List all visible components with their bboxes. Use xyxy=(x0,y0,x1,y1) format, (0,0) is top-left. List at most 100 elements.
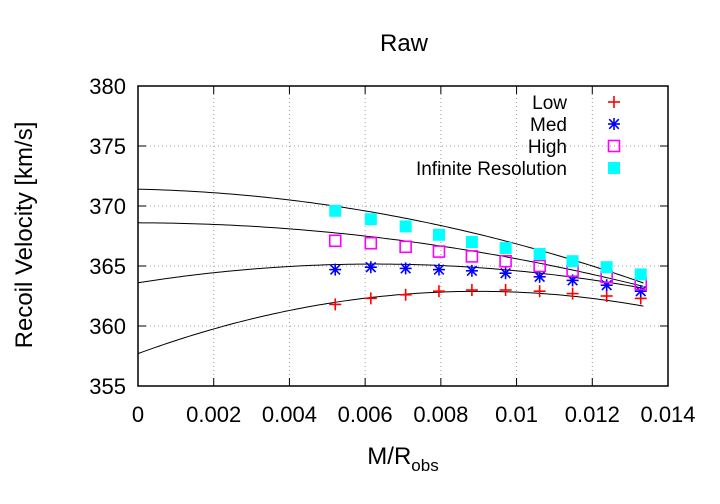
x-axis-title-main: M/R xyxy=(367,443,411,470)
data-point-high xyxy=(328,234,342,248)
data-point-med xyxy=(634,285,647,298)
fit-curve-med xyxy=(137,263,644,289)
data-point-med xyxy=(364,261,377,274)
data-point-med xyxy=(432,263,445,276)
grid xyxy=(138,86,668,386)
data-point-med-d2 xyxy=(400,263,412,274)
data-point-med-d2 xyxy=(466,265,478,277)
legend-marker-high-box xyxy=(607,139,621,153)
x-tick-label: 0.012 xyxy=(565,402,620,427)
data-point-infinite-resolution xyxy=(364,213,377,226)
data-point-low xyxy=(533,285,546,298)
data-point-infinite-resolution xyxy=(499,242,512,254)
data-point-high-box xyxy=(364,236,378,250)
data-point-med-d2 xyxy=(567,275,578,286)
data-point-high xyxy=(399,240,412,254)
data-point-high-box xyxy=(399,240,412,254)
data-point-high xyxy=(533,259,546,273)
x-axis-title: M/Robs xyxy=(367,443,438,475)
data-point-low xyxy=(399,288,412,301)
fit-curve-infinite-resolution xyxy=(137,188,644,284)
tick-labels: 0 0.002 0.004 0.006 0.008 0.01 0.012 0.014 355 36… xyxy=(89,74,695,427)
data-point-med xyxy=(329,263,342,276)
legend-marker-low xyxy=(608,96,620,108)
data-point-infinite-resolution-box xyxy=(533,248,546,260)
data-point-low xyxy=(465,284,478,296)
legend-marker-infinite-resolution xyxy=(608,162,620,174)
data-point-high-box xyxy=(499,254,512,268)
data-point-med-d2 xyxy=(433,264,445,275)
data-point-low xyxy=(499,284,512,296)
data-point-med xyxy=(566,274,579,287)
data-point-med xyxy=(499,267,512,280)
data-point-low xyxy=(566,287,579,300)
data-point-med xyxy=(399,262,412,275)
y-tick-label: 370 xyxy=(89,194,126,219)
y-tick-label: 375 xyxy=(89,134,126,159)
x-tick-label: 0.006 xyxy=(338,402,393,427)
fit-curves xyxy=(137,188,644,355)
data-point-med xyxy=(600,279,613,292)
data-point-infinite-resolution xyxy=(533,248,546,260)
data-point-infinite-resolution xyxy=(329,204,342,217)
data-point-infinite-resolution-box xyxy=(364,213,377,226)
legend-marker-infinite-resolution-box xyxy=(608,162,620,174)
data-point-low xyxy=(364,292,377,305)
ticks xyxy=(137,85,669,387)
data-point-infinite-resolution-box xyxy=(499,242,512,254)
data-point-med-d2 xyxy=(635,285,647,297)
legend-marker-high xyxy=(607,139,621,153)
data-point-infinite-resolution xyxy=(465,236,478,248)
data-point-med-d2 xyxy=(534,271,546,283)
data-point-high-box xyxy=(465,250,479,263)
data-point-infinite-resolution-box xyxy=(432,228,445,241)
fit-curve-low xyxy=(137,290,644,355)
x-tick-label: 0.01 xyxy=(495,402,538,427)
data-point-infinite-resolution xyxy=(432,228,445,241)
y-tick-label: 360 xyxy=(89,314,126,339)
data-point-med-d2 xyxy=(365,261,377,273)
data-point-high-box xyxy=(432,245,446,258)
x-tick-label: 0.008 xyxy=(413,402,468,427)
data-point-low xyxy=(329,298,342,311)
legend-label-low: Low xyxy=(532,93,567,114)
data-point-high xyxy=(364,236,378,250)
y-tick-label: 365 xyxy=(89,254,126,279)
x-axis-title-subscript: obs xyxy=(411,456,438,475)
data-point-infinite-resolution xyxy=(566,255,579,268)
data-point-med-d2 xyxy=(329,264,341,275)
data-point-infinite-resolution xyxy=(634,268,647,281)
data-point-infinite-resolution xyxy=(600,261,613,274)
data-point-infinite-resolution-box xyxy=(329,204,342,217)
data-point-med xyxy=(533,270,546,283)
data-point-high xyxy=(499,254,512,268)
data-point-med-d2 xyxy=(500,267,511,279)
data-markers xyxy=(328,204,648,311)
plot-frame xyxy=(137,85,669,387)
data-point-infinite-resolution-box xyxy=(566,255,579,268)
legend-label-med: Med xyxy=(530,115,567,136)
legend-label-infinite-resolution: Infinite Resolution xyxy=(416,159,567,180)
data-point-infinite-resolution-box xyxy=(600,261,613,274)
data-point-low xyxy=(432,285,445,298)
x-tick-label: 0.004 xyxy=(262,402,317,427)
fit-curve-high xyxy=(137,222,644,287)
data-point-med xyxy=(465,264,478,277)
x-tick-label: 0 xyxy=(132,402,144,427)
data-point-high xyxy=(465,250,479,263)
legend-label-high: High xyxy=(528,137,567,158)
legend-marker-med-d2 xyxy=(608,118,620,130)
x-tick-label: 0.014 xyxy=(640,402,695,427)
data-point-infinite-resolution-box xyxy=(399,220,412,233)
data-point-low xyxy=(600,290,613,302)
data-point-infinite-resolution-box xyxy=(465,236,478,248)
y-tick-label: 355 xyxy=(89,374,126,399)
data-point-infinite-resolution-box xyxy=(634,268,647,281)
x-tick-label: 0.002 xyxy=(186,402,241,427)
data-point-high-box xyxy=(533,259,546,273)
data-point-high-box xyxy=(328,234,342,248)
y-axis-title: Recoil Velocity [km/s] xyxy=(11,122,38,349)
data-point-high xyxy=(432,245,446,258)
